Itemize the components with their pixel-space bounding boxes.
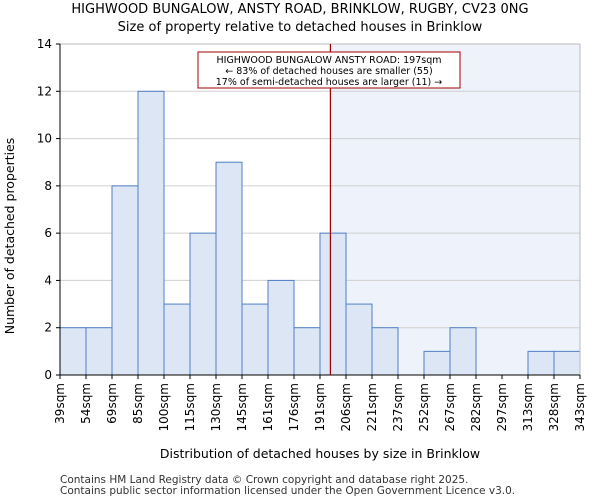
x-tick-label: 69sqm <box>105 383 119 424</box>
histogram-bar <box>553 350 581 376</box>
histogram-bar <box>267 279 295 376</box>
x-tick-label: 267sqm <box>443 383 457 431</box>
histogram-bar <box>59 327 87 376</box>
histogram-bar <box>293 327 321 376</box>
histogram-bar <box>85 327 113 376</box>
chart-title-line2: Size of property relative to detached ho… <box>118 20 483 35</box>
histogram-bar <box>137 90 165 376</box>
annotation-line3: 17% of semi-detached houses are larger (… <box>216 77 443 88</box>
y-tick-label: 10 <box>37 132 52 146</box>
histogram-bar <box>319 232 347 376</box>
annotation-line2: ← 83% of detached houses are smaller (55… <box>225 66 432 77</box>
x-tick-label: 130sqm <box>209 383 223 431</box>
y-axis-label: Number of detached properties <box>2 138 17 335</box>
x-tick-label: 161sqm <box>261 383 275 431</box>
footer-line2: Contains public sector information licen… <box>60 485 515 497</box>
histogram-bar <box>527 350 555 376</box>
y-tick-label: 6 <box>44 226 52 240</box>
histogram-bar <box>215 161 243 376</box>
y-tick-label: 0 <box>44 368 52 382</box>
x-tick-label: 206sqm <box>339 383 353 431</box>
annotation-line1: HIGHWOOD BUNGALOW ANSTY ROAD: 197sqm <box>217 55 442 66</box>
y-tick-label: 4 <box>44 273 52 287</box>
histogram-bar <box>371 327 399 376</box>
plot-area: 0 2 4 6 8 10 12 14 39sqm 54sqm 69sqm 85sqm 100sqm 115… <box>37 37 587 431</box>
x-tick-label: 221sqm <box>365 383 379 431</box>
histogram-bar <box>189 232 217 376</box>
annotation-box <box>197 51 461 89</box>
y-tick-label: 2 <box>44 321 52 335</box>
chart-title-line1: HIGHWOOD BUNGALOW, ANSTY ROAD, BRINKLOW,… <box>71 2 528 17</box>
x-tick-label: 39sqm <box>53 383 67 424</box>
x-tick-label: 100sqm <box>157 383 171 431</box>
x-tick-label: 237sqm <box>391 383 405 431</box>
x-tick-label: 313sqm <box>521 383 535 431</box>
histogram-bar <box>163 303 191 376</box>
x-tick-label: 145sqm <box>235 383 249 431</box>
x-tick-label: 85sqm <box>131 383 145 424</box>
histogram-bar <box>241 303 269 376</box>
y-tick-label: 8 <box>44 179 52 193</box>
x-axis-label: Distribution of detached houses by size … <box>160 446 480 461</box>
x-tick-label: 54sqm <box>79 383 93 424</box>
x-tick-label: 328sqm <box>547 383 561 431</box>
y-tick-label: 14 <box>37 37 52 51</box>
histogram-bar <box>423 350 451 376</box>
x-tick-label: 282sqm <box>469 383 483 431</box>
x-tick-label: 115sqm <box>183 383 197 431</box>
x-tick-label: 252sqm <box>417 383 431 431</box>
x-tick-label: 191sqm <box>313 383 327 431</box>
histogram-bar <box>345 303 373 376</box>
histogram-bar <box>111 185 139 376</box>
x-tick-label: 343sqm <box>573 383 587 431</box>
footer-line1: Contains HM Land Registry data © Crown c… <box>60 474 468 486</box>
histogram-bar <box>449 327 477 376</box>
x-tick-label: 297sqm <box>495 383 509 431</box>
x-tick-label: 176sqm <box>287 383 301 431</box>
y-tick-label: 12 <box>37 84 52 98</box>
